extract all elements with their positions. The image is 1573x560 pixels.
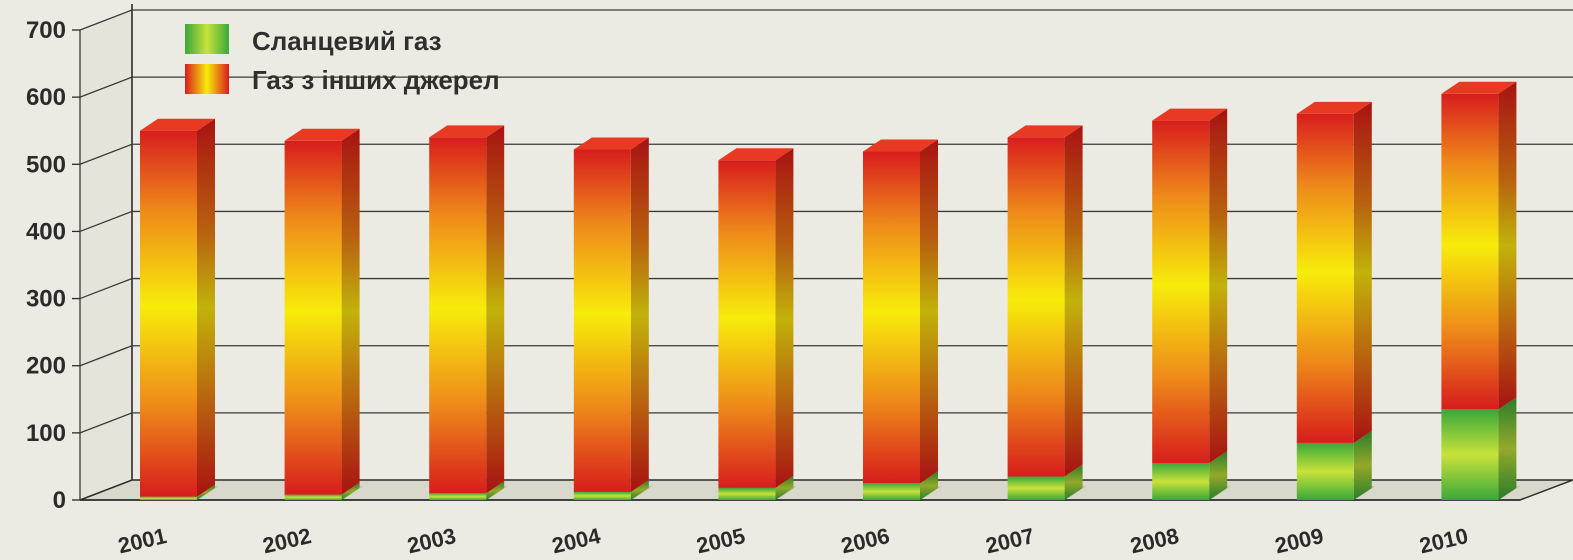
side-wall xyxy=(80,10,132,500)
bar-other-gas-top xyxy=(140,118,215,131)
bar-other-gas-top xyxy=(1152,108,1228,121)
bar-other-gas xyxy=(1296,113,1354,443)
y-tick-label: 400 xyxy=(26,218,66,245)
gridline-side xyxy=(79,345,133,367)
bar-group-2007 xyxy=(1007,125,1087,500)
legend-swatch-shale-gas xyxy=(185,24,229,54)
gridline-side xyxy=(79,9,133,31)
gridline-side xyxy=(79,412,133,434)
y-axis-ticks: 0 100 200 300 400 500 600 700 xyxy=(26,17,80,514)
bar-shale-gas-side xyxy=(197,484,215,500)
legend-swatch-other-gas xyxy=(185,64,229,94)
y-tick-label: 300 xyxy=(26,286,66,313)
bar-shale-gas xyxy=(863,483,920,500)
bar-other-gas-top xyxy=(863,139,938,152)
bar-shale-gas xyxy=(718,487,776,500)
bar-shale-gas-side xyxy=(1064,464,1083,500)
x-tick-label: 2007 xyxy=(983,523,1036,558)
bar-shale-gas-side xyxy=(1209,451,1228,500)
bar-other-gas xyxy=(718,160,776,488)
bar-group-2009 xyxy=(1296,101,1376,500)
gridline-side xyxy=(79,277,133,300)
y-tick-label: 200 xyxy=(26,353,66,380)
gridline-side xyxy=(79,76,133,98)
gridline-side xyxy=(79,210,133,233)
bar-shale-gas-side xyxy=(1498,397,1517,500)
bar-group-2002 xyxy=(284,128,364,500)
x-tick-label: 2004 xyxy=(549,523,603,559)
legend-label-shale-gas: Сланцевий газ xyxy=(252,26,442,56)
gridline-side xyxy=(79,143,133,165)
bar-group-2010 xyxy=(1441,81,1521,500)
bar-other-gas-top xyxy=(284,128,360,141)
bar-shale-gas-side xyxy=(630,479,649,500)
y-tick-label: 500 xyxy=(26,151,66,178)
bars xyxy=(140,81,1521,500)
bar-group-2005 xyxy=(718,148,798,500)
bar-shale-gas xyxy=(284,494,342,500)
bar-shale-gas xyxy=(140,496,197,500)
bar-other-gas-side xyxy=(775,148,794,488)
bar-other-gas-top xyxy=(718,148,794,161)
bar-shale-gas xyxy=(1296,442,1354,500)
bar-shale-gas xyxy=(1152,463,1210,500)
x-tick-label: 2008 xyxy=(1128,523,1181,558)
bar-other-gas-side xyxy=(197,118,215,497)
bar-other-gas-side xyxy=(1353,101,1372,443)
x-tick-label: 2002 xyxy=(260,523,313,558)
bar-other-gas-side xyxy=(1209,108,1228,464)
bar-shale-gas xyxy=(1007,476,1065,500)
legend-label-other-gas: Газ з інших джерел xyxy=(252,65,500,95)
x-tick-label: 2005 xyxy=(694,523,747,558)
y-tick-label: 700 xyxy=(26,17,66,44)
bar-other-gas-side xyxy=(630,137,649,492)
bar-other-gas-side xyxy=(1498,81,1517,410)
bar-other-gas xyxy=(573,149,631,492)
bar-other-gas-top xyxy=(429,125,505,138)
y-tick-label: 100 xyxy=(26,420,66,447)
bar-other-gas-top xyxy=(1007,125,1083,138)
bar-other-gas xyxy=(1152,120,1210,464)
bar-shale-gas-side xyxy=(1353,430,1372,500)
bar-shale-gas-side xyxy=(486,481,505,500)
bar-other-gas xyxy=(1441,93,1499,410)
bar-group-2008 xyxy=(1152,108,1232,500)
bar-other-gas-side xyxy=(920,139,938,484)
legend: Сланцевий газ Газ з інших джерел xyxy=(185,24,500,95)
bar-other-gas xyxy=(863,151,920,484)
bar-group-2004 xyxy=(573,137,653,500)
bar-shale-gas xyxy=(1441,409,1499,500)
bar-shale-gas-side xyxy=(920,471,938,500)
x-tick-label: 2001 xyxy=(116,523,169,558)
bar-other-gas-top xyxy=(1441,81,1517,94)
x-tick-label: 2006 xyxy=(839,523,892,558)
bar-other-gas-side xyxy=(1064,125,1083,477)
bar-group-2001 xyxy=(140,118,219,500)
bar-other-gas xyxy=(429,137,487,494)
bar-other-gas xyxy=(284,140,342,495)
bar-other-gas-top xyxy=(573,137,649,150)
bar-other-gas xyxy=(1007,137,1065,477)
x-tick-label: 2010 xyxy=(1417,523,1470,558)
bar-shale-gas xyxy=(429,493,487,500)
bar-shale-gas-side xyxy=(775,475,794,500)
bar-other-gas-top xyxy=(1296,101,1372,114)
y-tick-label: 600 xyxy=(26,84,66,111)
bar-group-2006 xyxy=(863,139,942,500)
bar-shale-gas xyxy=(573,491,631,500)
bar-shale-gas-side xyxy=(341,482,360,500)
bar-group-2003 xyxy=(429,125,509,500)
bar-other-gas xyxy=(140,130,197,497)
x-tick-label: 2009 xyxy=(1272,523,1325,558)
x-axis-labels: 2001 2002 2003 2004 2005 2006 2007 2008 2009 2010 xyxy=(116,523,1471,559)
bar-other-gas-side xyxy=(341,128,360,495)
y-tick-label: 0 xyxy=(53,487,66,514)
x-tick-label: 2003 xyxy=(405,523,458,558)
bar-other-gas-side xyxy=(486,125,505,494)
